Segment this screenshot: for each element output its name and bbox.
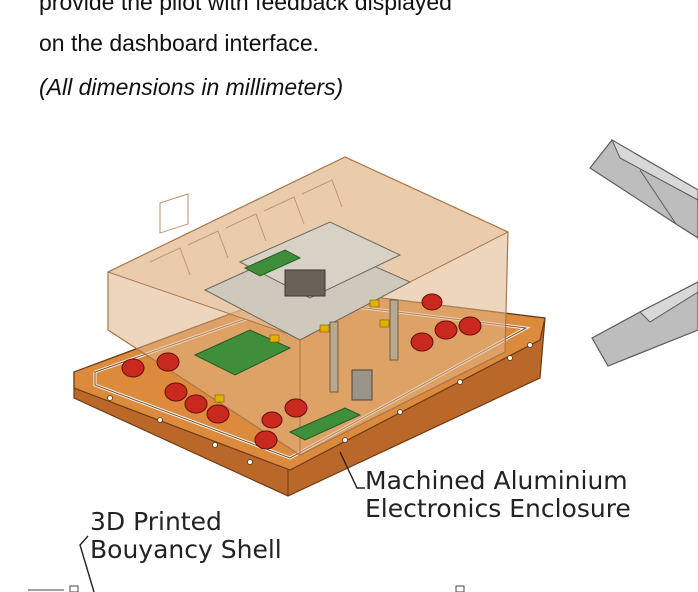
shell-leader-line <box>79 535 95 592</box>
enclosure-callout: Machined Aluminium Electronics Enclosure <box>365 467 631 523</box>
red-standoffs <box>121 293 482 450</box>
shell-callout: 3D Printed Bouyancy Shell <box>90 508 282 564</box>
electronics-stack <box>193 221 412 441</box>
dimensions-note: (All dimensions in millimeters) <box>39 74 344 100</box>
body-text-line-1: provide the pilot with feedback displaye… <box>39 0 452 15</box>
enclosure-leader-line <box>339 451 365 489</box>
enclosure-callout-line-2: Electronics Enclosure <box>365 494 631 523</box>
drawing-fragments <box>28 585 465 592</box>
body-text-line-2: on the dashboard interface. <box>39 30 320 56</box>
bracket-lower <box>591 281 698 367</box>
shell-callout-line-2: Bouyancy Shell <box>90 535 282 564</box>
shell-callout-line-1: 3D Printed <box>90 507 222 536</box>
bracket-upper <box>589 138 698 239</box>
enclosure-callout-line-1: Machined Aluminium <box>365 466 628 495</box>
